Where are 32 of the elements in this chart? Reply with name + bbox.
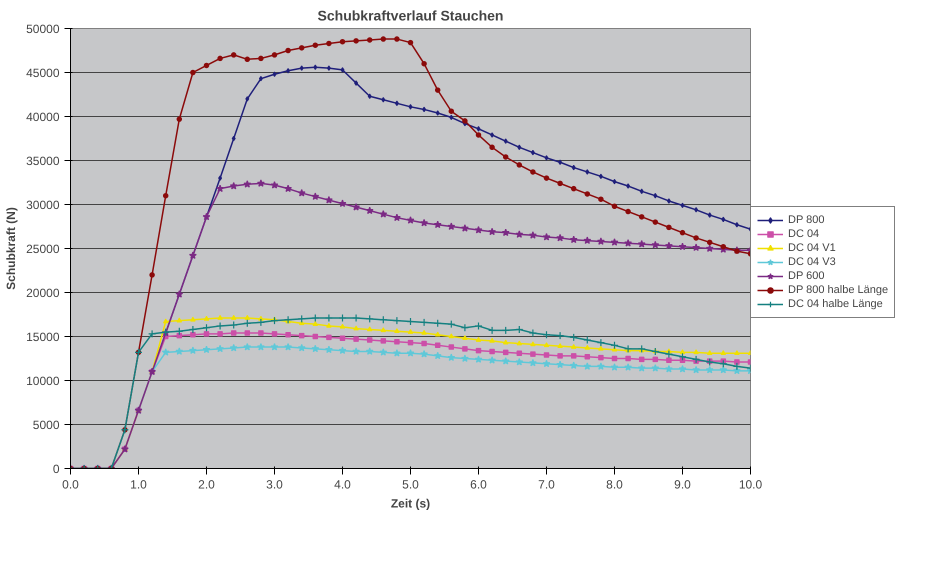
legend-label: DC 04 V3	[788, 255, 836, 269]
legend-label: DC 04 V1	[788, 241, 836, 255]
x-tick-label: 6.0	[470, 478, 488, 492]
legend-label: DC 04	[788, 227, 820, 241]
y-tick-label: 5000	[32, 418, 60, 432]
legend-label: DC 04 halbe Länge	[788, 297, 883, 311]
x-tick-label: 5.0	[402, 478, 420, 492]
y-tick-label: 0	[52, 462, 60, 476]
x-tick-label: 9.0	[674, 478, 692, 492]
y-tick-label: 10000	[26, 374, 60, 388]
y-tick-label: 50000	[26, 22, 60, 36]
y-tick-label: 40000	[26, 110, 60, 124]
y-tick-label: 20000	[26, 286, 60, 300]
y-tick-label: 25000	[26, 242, 60, 256]
x-tick-label: 2.0	[198, 478, 216, 492]
y-axis-title: Schubkraft (N)	[4, 207, 18, 290]
x-tick-label: 3.0	[266, 478, 284, 492]
x-tick-label: 10.0	[738, 478, 763, 492]
legend-label: DP 800	[788, 213, 824, 227]
x-tick-label: 0.0	[62, 478, 80, 492]
y-tick-label: 35000	[26, 154, 60, 168]
x-tick-label: 8.0	[606, 478, 624, 492]
x-tick-label: 1.0	[130, 478, 148, 492]
legend-label: DP 600	[788, 269, 824, 283]
y-tick-label: 45000	[26, 66, 60, 80]
x-axis-title: Zeit (s)	[390, 496, 430, 510]
y-tick-label: 15000	[26, 330, 60, 344]
y-tick-label: 30000	[26, 198, 60, 212]
chart-title: Schubkraftverlauf Stauchen	[318, 8, 504, 24]
x-tick-label: 7.0	[538, 478, 556, 492]
x-tick-label: 4.0	[334, 478, 352, 492]
legend-label: DP 800 halbe Länge	[788, 283, 888, 297]
